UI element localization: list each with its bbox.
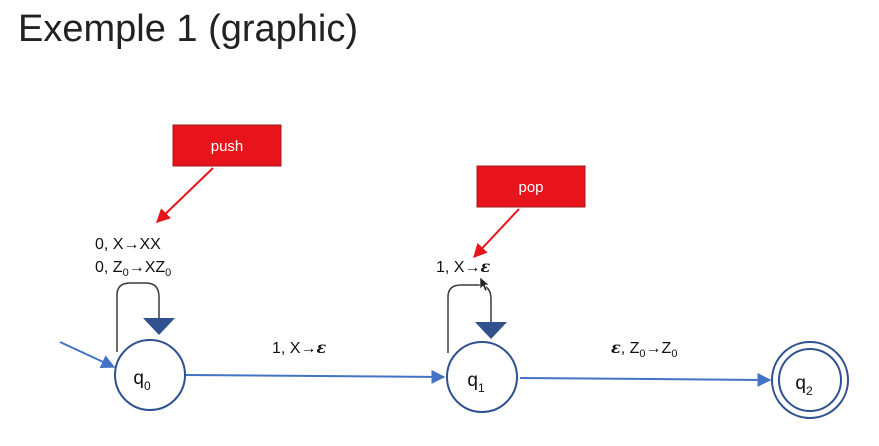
pop-callout-label: pop — [518, 179, 543, 196]
q0-loop-label-line1: 0, X→XX — [95, 236, 161, 253]
push-callout-box — [172, 124, 282, 167]
q1-self-loop-path — [447, 284, 492, 353]
q0-loop-label-line2: 0, Z0→XZ0 — [95, 259, 171, 279]
edge-q1-q2-label: ε, Z0→Z0 — [611, 338, 677, 360]
push-callout-label: push — [211, 138, 244, 155]
q1-self-loop-arrowhead — [475, 322, 507, 339]
edge-q1-q2 — [519, 372, 772, 387]
state-q0-label: q0 — [133, 368, 151, 393]
push-callout-pointer — [155, 167, 214, 223]
state-q0: q0 — [114, 339, 186, 411]
state-q0-circle — [114, 339, 186, 411]
state-q1: q1 — [446, 341, 518, 413]
state-q2-label: q2 — [795, 373, 813, 398]
state-q1-label: q1 — [467, 370, 485, 395]
pop-callout-pointer — [473, 208, 520, 259]
q0-self-loop-path — [116, 282, 160, 352]
state-q2: q2 — [771, 341, 849, 419]
pop-callout: pop — [473, 165, 586, 259]
pop-callout-box — [476, 165, 586, 208]
push-callout: push — [155, 124, 282, 223]
mouse-cursor-icon — [479, 276, 490, 292]
state-q2-outer-circle — [771, 341, 849, 419]
state-q1-circle — [446, 341, 518, 413]
q1-loop-label: 1, X→ε — [436, 257, 490, 276]
slide-title: Exemple 1 (graphic) — [18, 8, 359, 50]
state-q2-inner-circle — [778, 348, 842, 412]
q0-self-loop-arrowhead — [143, 318, 175, 335]
q1-self-loop — [447, 284, 507, 353]
q0-self-loop — [116, 282, 175, 352]
edge-q0-q1 — [185, 369, 446, 384]
start-arrow — [59, 341, 116, 369]
edge-q0-q1-label: 1, X→ε — [272, 338, 326, 357]
